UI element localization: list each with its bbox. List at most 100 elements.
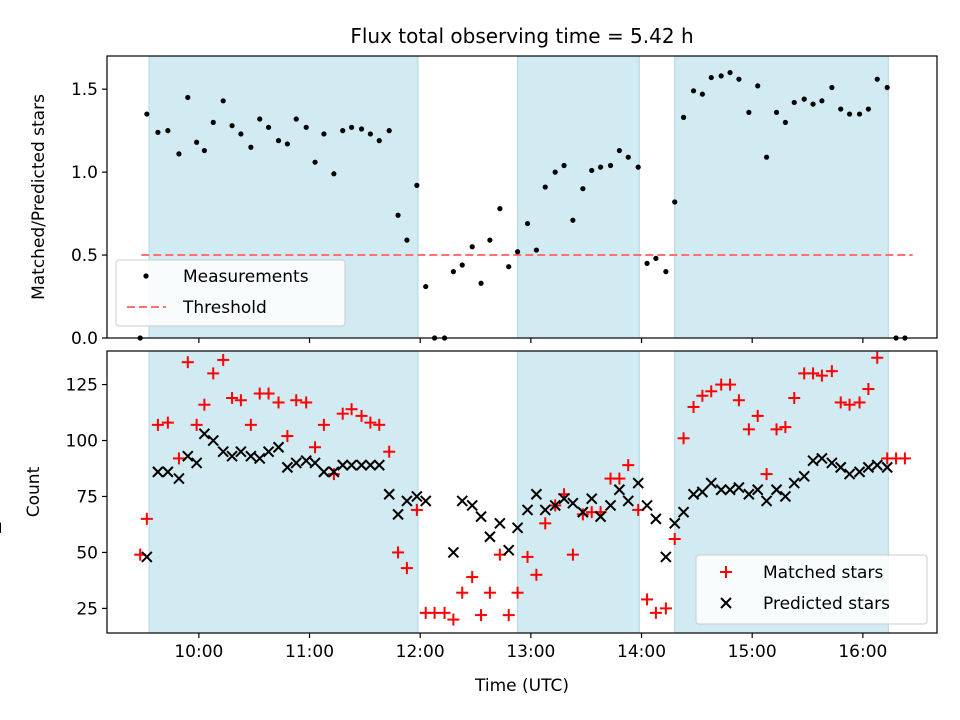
predicted-star-point — [760, 495, 773, 507]
measurement-point — [801, 96, 807, 102]
x-tick-label: 14:00 — [617, 642, 666, 662]
measurement-point — [176, 151, 182, 157]
measurement-point — [589, 167, 595, 174]
predicted-star-point — [190, 457, 203, 469]
measurement-point — [524, 220, 531, 227]
matched-star-point — [649, 606, 662, 619]
predicted-star-point — [826, 457, 838, 469]
predicted-star-point — [687, 488, 700, 500]
predicted-star-point — [677, 506, 690, 518]
y-tick-label: 0.5 — [71, 246, 98, 266]
measurement-point — [690, 88, 697, 94]
measurement-point — [376, 138, 382, 144]
predicted-star-point — [207, 434, 219, 447]
predicted-star-point — [798, 470, 810, 483]
measurement-point — [570, 217, 576, 223]
measurement-point — [414, 182, 420, 188]
measurement-point — [542, 184, 548, 190]
measurement-point — [561, 162, 567, 169]
predicted-star-point — [392, 508, 404, 521]
ratio-plot-area — [137, 69, 913, 341]
measurement-point — [284, 141, 290, 147]
y-tick-label: 75 — [76, 487, 98, 507]
predicted-star-point — [521, 504, 534, 516]
predicted-star-point — [290, 457, 302, 469]
predicted-star-point — [733, 481, 745, 494]
measurement-point — [144, 111, 150, 117]
matched-star-point — [244, 418, 257, 431]
measurement-point — [155, 129, 161, 135]
predicted-star-point — [364, 459, 377, 471]
measurement-point — [257, 116, 263, 122]
matched-star-point — [834, 396, 847, 409]
predicted-star-point — [715, 484, 727, 496]
measurement-point — [395, 212, 401, 218]
predicted-star-point — [539, 504, 551, 516]
predicted-star-point — [182, 450, 194, 462]
measurement-point — [459, 262, 465, 268]
predicted-star-point — [198, 428, 211, 440]
measurement-point — [755, 83, 761, 89]
x-tick-label: 15:00 — [728, 642, 777, 662]
predicted-star-point — [309, 457, 321, 469]
x-tick-label: 11:00 — [285, 642, 334, 662]
measurement-point — [303, 124, 309, 130]
predicted-star-point — [558, 493, 570, 505]
predicted-star-point — [577, 506, 589, 518]
matched-star-point — [687, 400, 700, 413]
matched-star-point — [355, 409, 368, 422]
predicted-star-point — [383, 488, 395, 500]
predicted-star-point — [254, 452, 266, 465]
measurement-point — [773, 109, 780, 115]
measurement-point — [185, 94, 191, 101]
y-tick-label: 1.5 — [71, 80, 98, 100]
predicted-star-point — [622, 495, 634, 507]
measurement-point — [680, 114, 687, 120]
ratio-panel-frame — [106, 55, 938, 339]
matched-star-point — [815, 369, 828, 382]
matched-star-point — [770, 423, 783, 436]
matched-star-point — [779, 421, 792, 434]
predicted-star-point — [660, 551, 672, 563]
predicted-star-point — [411, 490, 423, 503]
matched-star-point — [272, 396, 285, 409]
measurement-point — [229, 123, 235, 129]
measurement-point — [533, 247, 539, 253]
predicted-star-point — [272, 441, 285, 453]
matched-star-point — [383, 445, 396, 458]
measurement-point — [487, 237, 493, 243]
observing-interval-1 — [148, 350, 419, 634]
predicted-star-point — [594, 510, 607, 523]
y-tick-label: 1.0 — [71, 163, 98, 183]
measurement-point — [856, 111, 863, 117]
measurement-point — [607, 162, 614, 169]
predicted-star-point — [173, 472, 185, 485]
matched-star-point — [207, 367, 220, 380]
measurement-point — [201, 147, 207, 154]
matched-star-point — [290, 394, 303, 407]
matched-star-point — [677, 432, 690, 445]
predicted-star-point — [475, 510, 487, 523]
predicted-star-point — [843, 468, 856, 480]
legend-measurements-marker — [143, 273, 149, 279]
matched-star-point — [373, 418, 386, 431]
predicted-star-point — [226, 450, 238, 462]
predicted-star-point — [835, 461, 847, 474]
predicted-star-point — [862, 461, 875, 474]
matched-star-point — [345, 403, 358, 416]
matched-star-point — [410, 503, 423, 516]
predicted-star-point — [318, 466, 330, 478]
matched-star-point — [659, 602, 672, 615]
matched-star-point — [732, 394, 745, 407]
matched-star-point — [190, 418, 203, 431]
matched-star-point — [456, 586, 469, 599]
measurement-point — [819, 98, 825, 104]
measurement-point — [838, 106, 844, 112]
measurement-point — [386, 128, 392, 134]
predicted-star-point — [779, 490, 792, 503]
matched-star-point — [641, 593, 654, 606]
predicted-star-point — [650, 513, 662, 525]
measurement-point — [829, 84, 835, 91]
matched-star-point — [161, 416, 174, 429]
